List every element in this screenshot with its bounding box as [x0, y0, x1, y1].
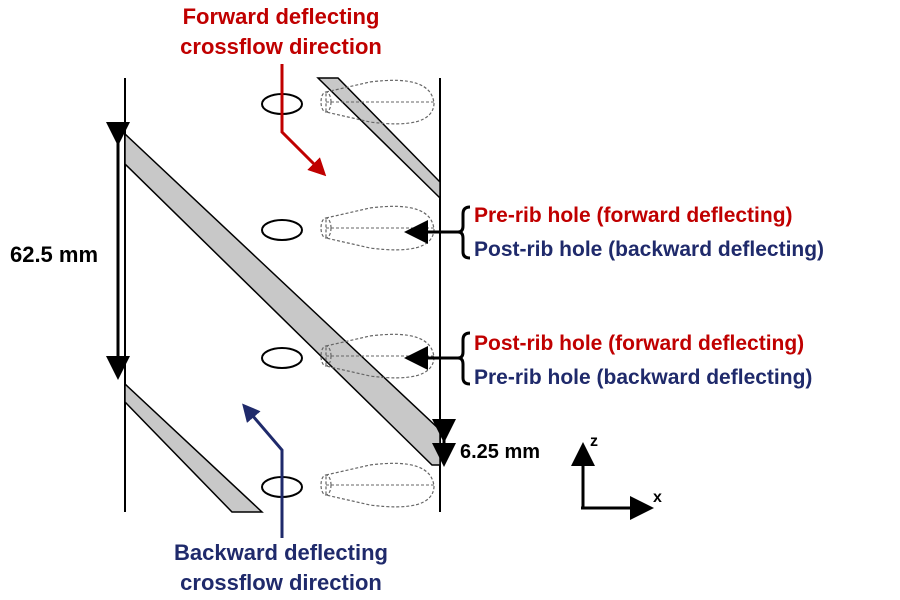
hole-group-2-backward-label: Pre-rib hole (backward deflecting)	[474, 366, 812, 389]
hole-diffuser-outline	[325, 205, 435, 251]
forward-label-line2: crossflow direction	[180, 34, 382, 59]
backward-label-line1: Backward deflecting	[174, 540, 388, 565]
hole-group-2-forward-label: Post-rib hole (forward deflecting)	[474, 332, 804, 355]
rib-top	[316, 77, 441, 200]
hole-group-1-backward-label: Post-rib hole (backward deflecting)	[474, 238, 824, 261]
z-axis-label: z	[590, 433, 598, 450]
rib-middle	[124, 132, 441, 466]
film-hole-3	[261, 333, 435, 379]
hole-group-2-bracket	[457, 331, 471, 386]
hole-diffuser-outline	[325, 462, 435, 508]
hole-group-1-forward-label: Pre-rib hole (forward deflecting)	[474, 204, 793, 227]
backward-crossflow-arrow	[242, 403, 284, 538]
hole-group-1-bracket	[457, 205, 471, 260]
spacing-dimension-label: 62.5 mm	[10, 242, 98, 267]
hole-diffuser-outline	[325, 79, 435, 125]
rib-width-dimension-label: 6.25 mm	[460, 441, 540, 463]
backward-label-line2: crossflow direction	[180, 570, 382, 595]
hole-inlet-ellipse	[261, 347, 303, 369]
forward-label-line1: Forward deflecting	[183, 4, 380, 29]
film-hole-2	[261, 205, 435, 251]
hole-inlet-ellipse	[261, 219, 303, 241]
rib-bottom	[124, 382, 264, 513]
film-hole-1	[261, 79, 435, 125]
forward-crossflow-arrow	[280, 64, 327, 177]
x-axis-label: x	[653, 489, 662, 506]
film-hole-4	[261, 462, 435, 508]
